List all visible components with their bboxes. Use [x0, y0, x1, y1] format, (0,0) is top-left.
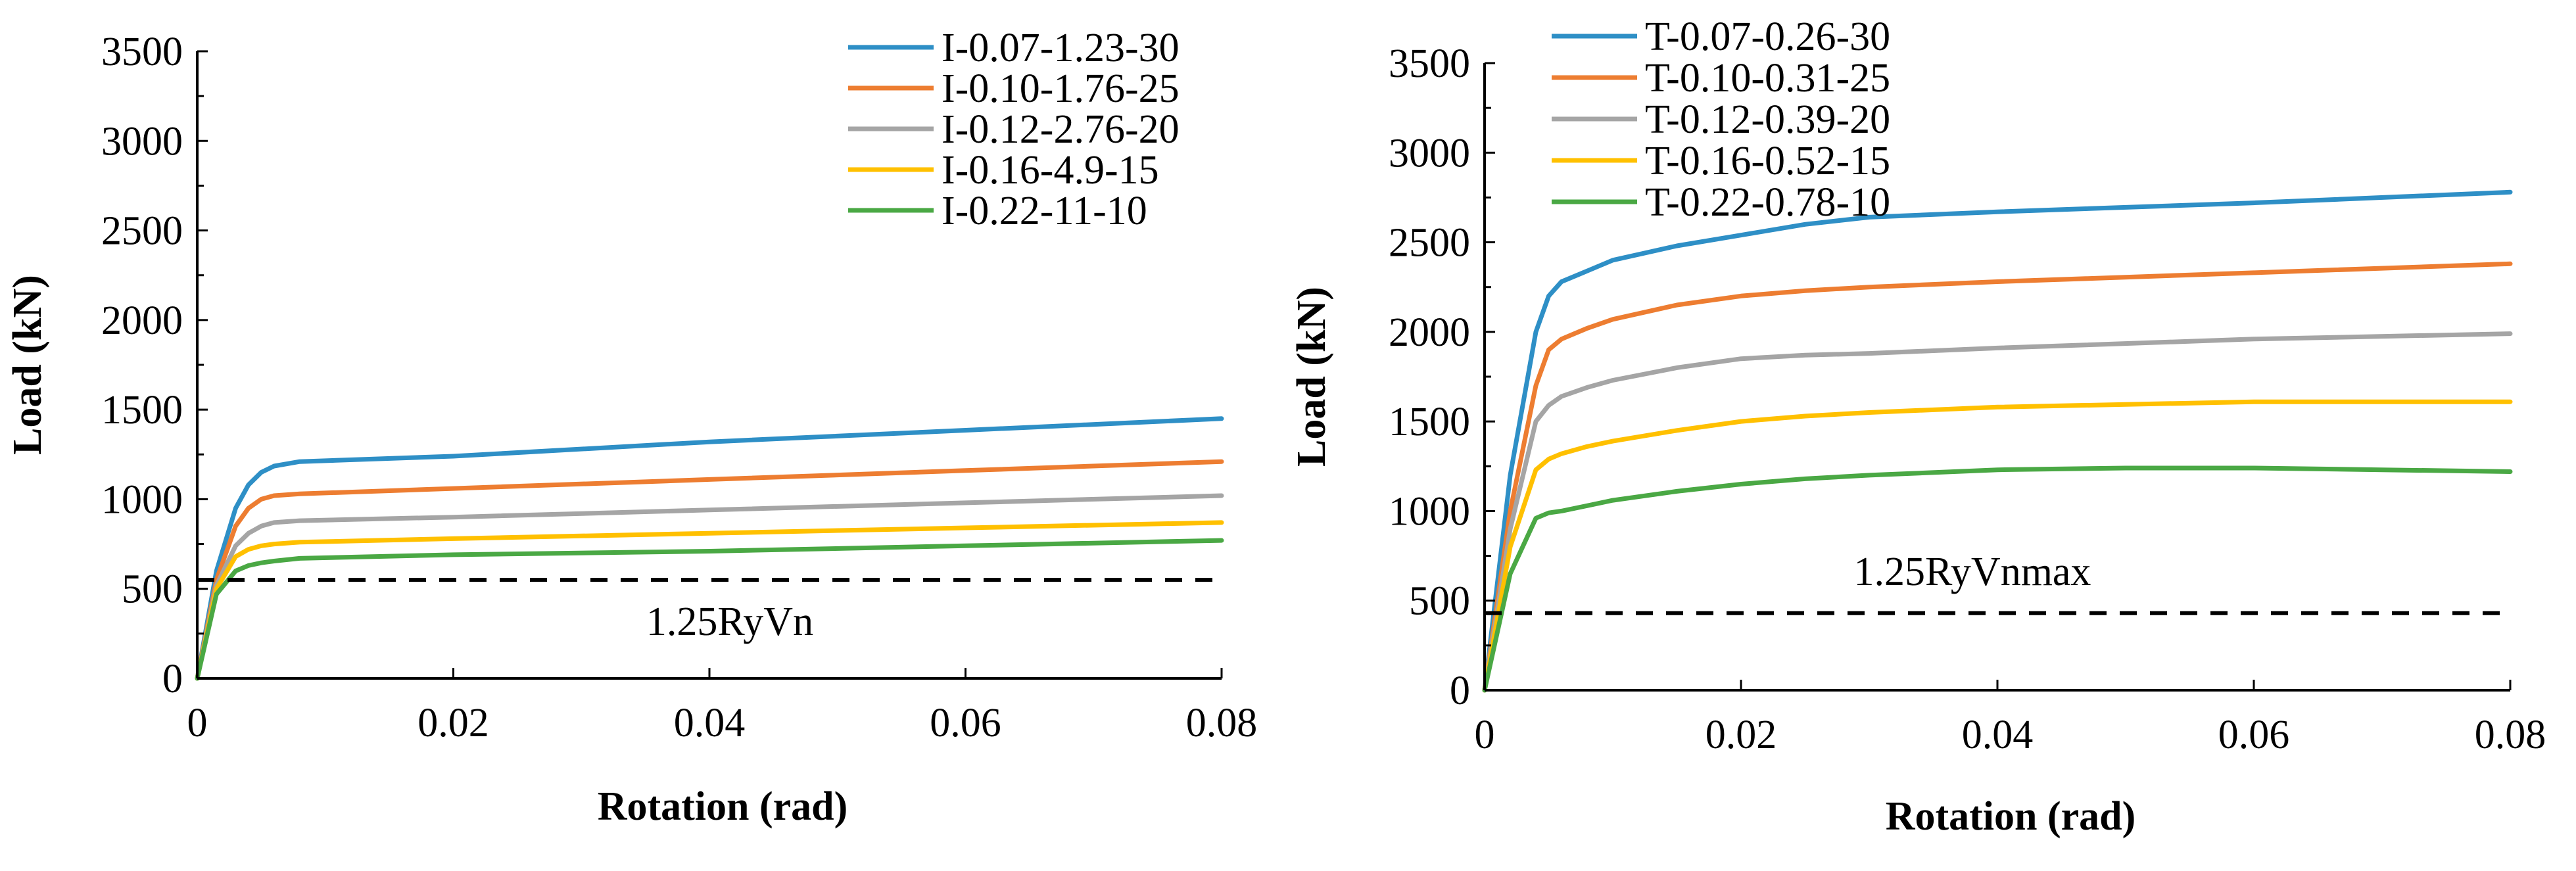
left-x-tick-label: 0.08 — [1186, 701, 1258, 745]
right-legend-label-1: T-0.07-0.26-30 — [1645, 14, 1890, 59]
left-y-tick-label: 2000 — [101, 298, 183, 343]
left-series-line-1 — [195, 416, 1224, 681]
left-legend-label-1: I-0.07-1.23-30 — [942, 26, 1180, 70]
right-y-tick-label: 500 — [1409, 579, 1470, 624]
left-y-tick-label: 2500 — [101, 209, 183, 254]
left-y-axis-label: Load (kN) — [5, 275, 50, 455]
left-x-tick-label: 0.02 — [417, 701, 489, 745]
right-chart: 0 500 1000 1500 2000 2500 3000 3500 0 0.02 0.04 0.0… — [1289, 14, 2546, 839]
right-series-line-4 — [1482, 399, 2513, 693]
left-legend-label-5: I-0.22-11-10 — [942, 189, 1147, 233]
right-x-tick-label: 0.04 — [1962, 713, 2034, 757]
left-reference-label: 1.25RyVn — [646, 600, 813, 644]
right-legend-label-2: T-0.10-0.31-25 — [1645, 56, 1890, 101]
left-chart: 0 500 1000 1500 2000 2500 3000 3500 0 0.02 0.04 0.0… — [5, 26, 1257, 829]
right-x-tick-label: 0.08 — [2475, 713, 2546, 757]
right-legend-label-5: T-0.22-0.78-10 — [1645, 180, 1890, 225]
right-y-tick-label: 2500 — [1389, 221, 1470, 266]
right-reference-label: 1.25RyVnmax — [1854, 550, 2091, 594]
right-y-tick-label: 1500 — [1389, 400, 1470, 444]
left-y-tick-label: 1000 — [101, 477, 183, 522]
right-series-layer — [1482, 189, 2513, 693]
left-series-line-3 — [195, 493, 1224, 681]
right-y-tick-label: 2000 — [1389, 310, 1470, 355]
left-x-tick-label: 0.04 — [674, 701, 746, 745]
left-series-line-2 — [195, 459, 1224, 681]
left-ticks: 0 500 1000 1500 2000 2500 3000 3500 0 0.02 0.04 0.0… — [101, 30, 1257, 745]
right-y-tick-label: 3000 — [1389, 131, 1470, 176]
left-legend: I-0.07-1.23-30I-0.10-1.76-25I-0.12-2.76-… — [848, 26, 1180, 233]
right-legend: T-0.07-0.26-30T-0.10-0.31-25T-0.12-0.39-… — [1552, 14, 1890, 225]
left-legend-label-3: I-0.12-2.76-20 — [942, 107, 1180, 152]
right-ticks: 0 500 1000 1500 2000 2500 3000 3500 0 0.02 0.04 0.0… — [1389, 41, 2546, 757]
right-x-tick-label: 0.06 — [2218, 713, 2290, 757]
left-y-tick-label: 0 — [162, 657, 183, 701]
left-y-tick-label: 1500 — [101, 388, 183, 433]
left-series-line-4 — [195, 520, 1224, 681]
left-y-tick-label: 3500 — [101, 30, 183, 74]
right-x-tick-label: 0 — [1475, 713, 1495, 757]
left-x-axis-label: Rotation (rad) — [598, 784, 848, 829]
left-legend-label-4: I-0.16-4.9-15 — [942, 148, 1159, 193]
left-series-layer — [195, 416, 1224, 681]
right-series-line-1 — [1482, 189, 2513, 693]
left-x-tick-label: 0 — [187, 701, 208, 745]
right-series-line-5 — [1482, 465, 2513, 693]
right-series-line-2 — [1482, 261, 2513, 693]
right-legend-label-3: T-0.12-0.39-20 — [1645, 97, 1890, 142]
right-series-line-3 — [1482, 331, 2513, 693]
right-y-axis-label: Load (kN) — [1289, 287, 1334, 467]
right-legend-label-4: T-0.16-0.52-15 — [1645, 139, 1890, 183]
right-y-tick-label: 1000 — [1389, 489, 1470, 534]
left-legend-label-2: I-0.10-1.76-25 — [942, 66, 1180, 111]
left-x-tick-label: 0.06 — [930, 701, 1001, 745]
left-y-tick-label: 500 — [122, 567, 183, 612]
left-y-tick-label: 3000 — [101, 119, 183, 164]
right-y-tick-label: 0 — [1450, 669, 1470, 713]
right-x-tick-label: 0.02 — [1705, 713, 1777, 757]
right-y-tick-label: 3500 — [1389, 41, 1470, 86]
right-x-axis-label: Rotation (rad) — [1886, 794, 2136, 839]
